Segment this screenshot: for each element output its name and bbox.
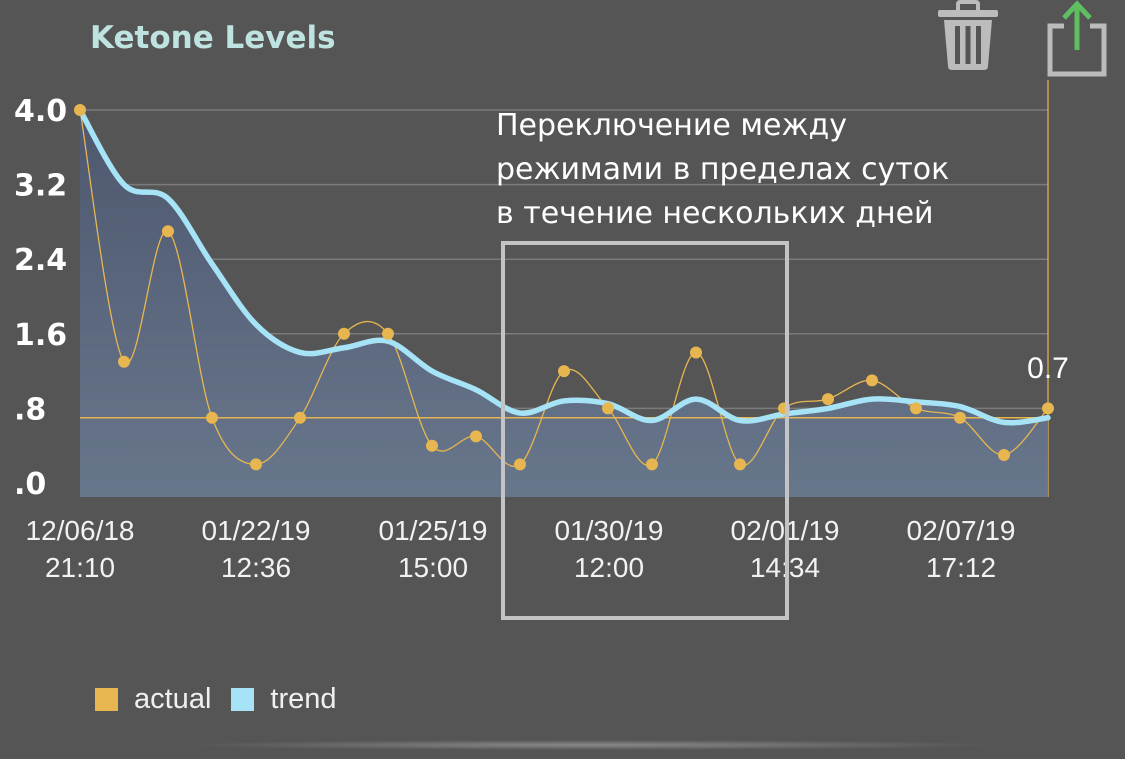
actual-point — [558, 365, 570, 378]
x-tick-time: 12:36 — [221, 552, 291, 583]
legend-swatch-actual — [95, 688, 118, 711]
actual-point — [382, 327, 394, 340]
y-tick-label: 1.6 — [14, 318, 67, 353]
trend-area — [80, 110, 1048, 497]
actual-point — [250, 458, 262, 471]
last-value-label: 0.7 — [1027, 352, 1069, 385]
x-tick-date: 01/22/19 — [202, 515, 311, 546]
x-tick-date: 12/06/18 — [26, 515, 135, 546]
actual-line — [79, 109, 1049, 467]
x-tick-date: 01/30/19 — [555, 515, 664, 546]
y-tick-label: .8 — [14, 392, 46, 427]
highlight-box — [501, 241, 789, 620]
x-tick-time: 17:12 — [926, 552, 996, 583]
actual-point — [998, 449, 1010, 462]
actual-point — [690, 346, 702, 359]
legend: actual trend — [95, 683, 357, 716]
actual-point — [646, 458, 658, 471]
y-tick-label: .0 — [14, 467, 46, 502]
x-tick-date: 01/25/19 — [379, 515, 488, 546]
annotation-line: Переключение между — [496, 108, 847, 143]
chart-title: Ketone Levels — [90, 20, 336, 56]
share-icon[interactable] — [1044, 0, 1110, 80]
y-tick-label: 4.0 — [14, 94, 67, 129]
y-tick-label: 2.4 — [14, 243, 67, 278]
actual-point — [74, 104, 86, 116]
y-tick-label: 3.2 — [14, 169, 67, 204]
actual-point — [514, 458, 526, 471]
annotation-line: режимами в пределах суток — [496, 152, 950, 187]
actual-point — [734, 458, 746, 471]
actual-point — [1042, 402, 1054, 415]
trend-line — [77, 107, 1051, 426]
x-tick-time: 12:00 — [574, 552, 644, 583]
actual-point — [470, 430, 482, 443]
annotation-text: Переключение между режимами в пределах с… — [496, 104, 949, 236]
actual-point — [118, 355, 130, 368]
actual-point — [426, 439, 438, 452]
x-tick-date: 02/07/19 — [907, 515, 1016, 546]
actual-point — [822, 393, 834, 406]
trash-icon[interactable] — [936, 0, 1000, 72]
actual-point — [910, 402, 922, 415]
x-tick-time: 21:10 — [45, 552, 115, 583]
annotation-line: в течение нескольких дней — [496, 196, 934, 231]
legend-label-actual: actual — [134, 683, 212, 715]
actual-point — [602, 402, 614, 415]
bottom-glow — [180, 740, 1000, 750]
legend-swatch-trend — [231, 688, 255, 711]
actual-point — [954, 411, 966, 424]
actual-point — [338, 327, 350, 340]
actual-point — [162, 225, 174, 238]
actual-point — [294, 411, 306, 424]
actual-point — [206, 411, 218, 424]
actual-point — [866, 374, 878, 387]
legend-label-trend: trend — [270, 683, 337, 715]
x-tick-time: 15:00 — [398, 552, 468, 583]
